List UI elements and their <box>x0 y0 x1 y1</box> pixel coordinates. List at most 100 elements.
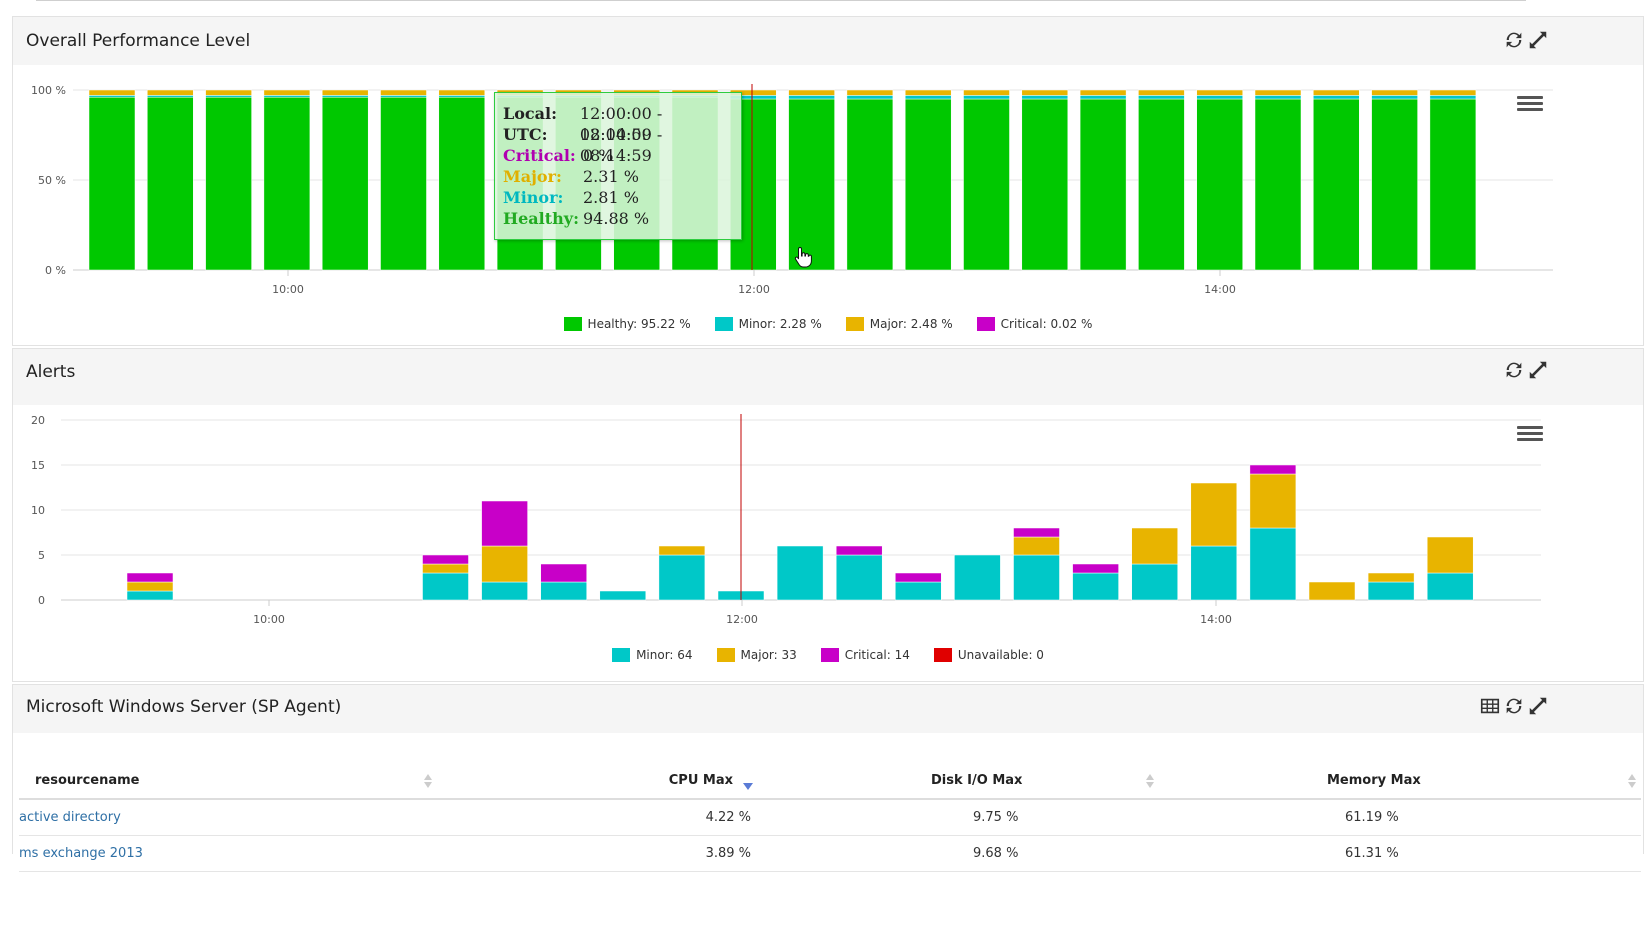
overall-performance-panel: Overall Performance Level 100 % 50 % 0 % 10… <box>12 16 1644 346</box>
bar-segment-major <box>147 89 194 96</box>
x-tick-label: 14:00 <box>1204 283 1236 296</box>
bar-segment-minor <box>835 554 883 601</box>
bar-segment-critical <box>540 563 587 583</box>
disk-io-max-cell: 9.68 % <box>759 835 1159 872</box>
refresh-icon[interactable] <box>1503 359 1525 381</box>
bar-segment-minor <box>422 572 469 601</box>
bar-segment-major <box>1249 473 1297 529</box>
bar-segment-major <box>788 89 835 96</box>
bar-segment-major <box>846 89 894 96</box>
expand-icon[interactable] <box>1527 359 1549 381</box>
legend-item[interactable]: Minor: 2.28 % <box>714 317 822 331</box>
tooltip-key: Major: <box>503 167 562 186</box>
bar-segment-healthy <box>1196 98 1243 271</box>
legend-item[interactable]: Critical: 14 <box>820 648 910 662</box>
legend-label: Critical: 14 <box>844 648 910 662</box>
alerts-panel: Alerts 20 15 10 5 0 10:00 12:00 14:00 Minor: 64… <box>12 348 1644 682</box>
bar-segment-major <box>438 89 486 96</box>
legend-item[interactable]: Major: 2.48 % <box>845 317 953 331</box>
x-tick-label: 12:00 <box>738 283 770 296</box>
bar-segment-major <box>205 89 252 96</box>
tooltip-value: 0 % <box>583 146 614 165</box>
bar-segment-minor <box>904 95 952 100</box>
legend-swatch <box>563 317 582 331</box>
bar-segment-major <box>1371 89 1418 96</box>
bar-segment-minor <box>1079 95 1127 100</box>
legend-label: Major: 33 <box>740 648 797 662</box>
refresh-icon[interactable] <box>1503 29 1525 51</box>
sort-desc-icon[interactable] <box>743 777 753 793</box>
bar-segment-minor <box>88 95 136 98</box>
column-header-memory-max[interactable]: Memory Max <box>1159 763 1641 800</box>
column-header-resourcename[interactable]: resourcename <box>19 763 439 800</box>
legend-item[interactable]: Healthy: 95.22 % <box>563 317 691 331</box>
legend-item[interactable]: Critical: 0.02 % <box>976 317 1093 331</box>
bar-segment-minor <box>846 95 894 100</box>
panel-title: Overall Performance Level <box>26 31 251 51</box>
legend-item[interactable]: Major: 33 <box>716 648 797 662</box>
table-view-icon[interactable] <box>1479 695 1501 717</box>
bar-segment-healthy <box>205 96 252 271</box>
bar-segment-minor <box>126 590 174 601</box>
resourcename-cell[interactable]: ms exchange 2013 <box>19 835 439 872</box>
legend-swatch <box>612 648 631 662</box>
refresh-icon[interactable] <box>1503 695 1525 717</box>
bar-segment-healthy <box>1371 98 1418 271</box>
bar-segment-major <box>126 581 174 592</box>
legend-swatch <box>820 648 839 662</box>
bar-segment-minor <box>1426 572 1474 601</box>
sort-both-icon[interactable] <box>423 773 433 789</box>
y-tick-label: 100 % <box>31 84 66 97</box>
panel-title: Alerts <box>26 362 76 382</box>
bar-segment-minor <box>954 554 1001 601</box>
bar-segment-major <box>1013 536 1060 556</box>
legend-label: Critical: 0.02 % <box>1000 317 1093 331</box>
bar-segment-critical <box>1249 464 1297 475</box>
legend-label: Major: 2.48 % <box>869 317 953 331</box>
legend-label: Unavailable: 0 <box>957 648 1044 662</box>
bar-segment-major <box>1079 89 1127 96</box>
bar-segment-minor <box>205 95 252 98</box>
resource-link[interactable]: ms exchange 2013 <box>19 845 143 861</box>
sort-both-icon[interactable] <box>1627 773 1637 789</box>
sort-both-icon[interactable] <box>1145 773 1155 789</box>
tooltip-key: Local: <box>503 104 558 123</box>
legend-item[interactable]: Minor: 64 <box>612 648 693 662</box>
bar-segment-minor <box>963 95 1010 100</box>
bar-segment-healthy <box>1429 98 1477 271</box>
bar-segment-critical <box>895 572 942 583</box>
bar-segment-major <box>481 545 528 583</box>
legend-swatch <box>976 317 995 331</box>
column-label: CPU Max <box>668 773 733 788</box>
bar-segment-minor <box>1131 563 1178 601</box>
bar-segment-healthy <box>1021 98 1069 271</box>
table-header-row: resourcename CPU Max Disk I/O Max Memory… <box>19 763 1641 800</box>
y-tick-label: 5 <box>38 549 45 562</box>
bar-segment-minor <box>1190 545 1238 601</box>
bar-segment-minor <box>788 95 835 100</box>
expand-icon[interactable] <box>1527 695 1549 717</box>
legend-item[interactable]: Unavailable: 0 <box>933 648 1044 662</box>
bar-segment-healthy <box>788 98 835 271</box>
resource-link[interactable]: active directory <box>19 809 121 825</box>
x-tick-label: 10:00 <box>253 613 285 626</box>
bar-segment-major <box>658 545 706 556</box>
bar-segment-critical <box>126 572 174 583</box>
table-row: active directory 4.22 % 9.75 % 61.19 % <box>19 799 1641 836</box>
expand-icon[interactable] <box>1527 29 1549 51</box>
bar-segment-healthy <box>263 96 311 271</box>
legend-swatch <box>716 648 735 662</box>
bar-segment-healthy <box>1079 98 1127 271</box>
bar-segment-major <box>1021 89 1069 96</box>
column-label: Memory Max <box>1327 773 1421 788</box>
resourcename-cell[interactable]: active directory <box>19 799 439 836</box>
column-header-disk-io-max[interactable]: Disk I/O Max <box>759 763 1159 800</box>
chart-menu-icon[interactable] <box>1517 93 1543 115</box>
bar-segment-major <box>1131 527 1178 565</box>
hand-cursor-icon <box>794 246 812 268</box>
chart-menu-icon[interactable] <box>1517 423 1543 445</box>
bar-segment-minor <box>540 581 587 601</box>
column-header-cpu-max[interactable]: CPU Max <box>439 763 759 800</box>
panel-header: Microsoft Windows Server (SP Agent) <box>13 685 1643 733</box>
tooltip-row: Healthy: 94.88 % <box>503 208 733 229</box>
